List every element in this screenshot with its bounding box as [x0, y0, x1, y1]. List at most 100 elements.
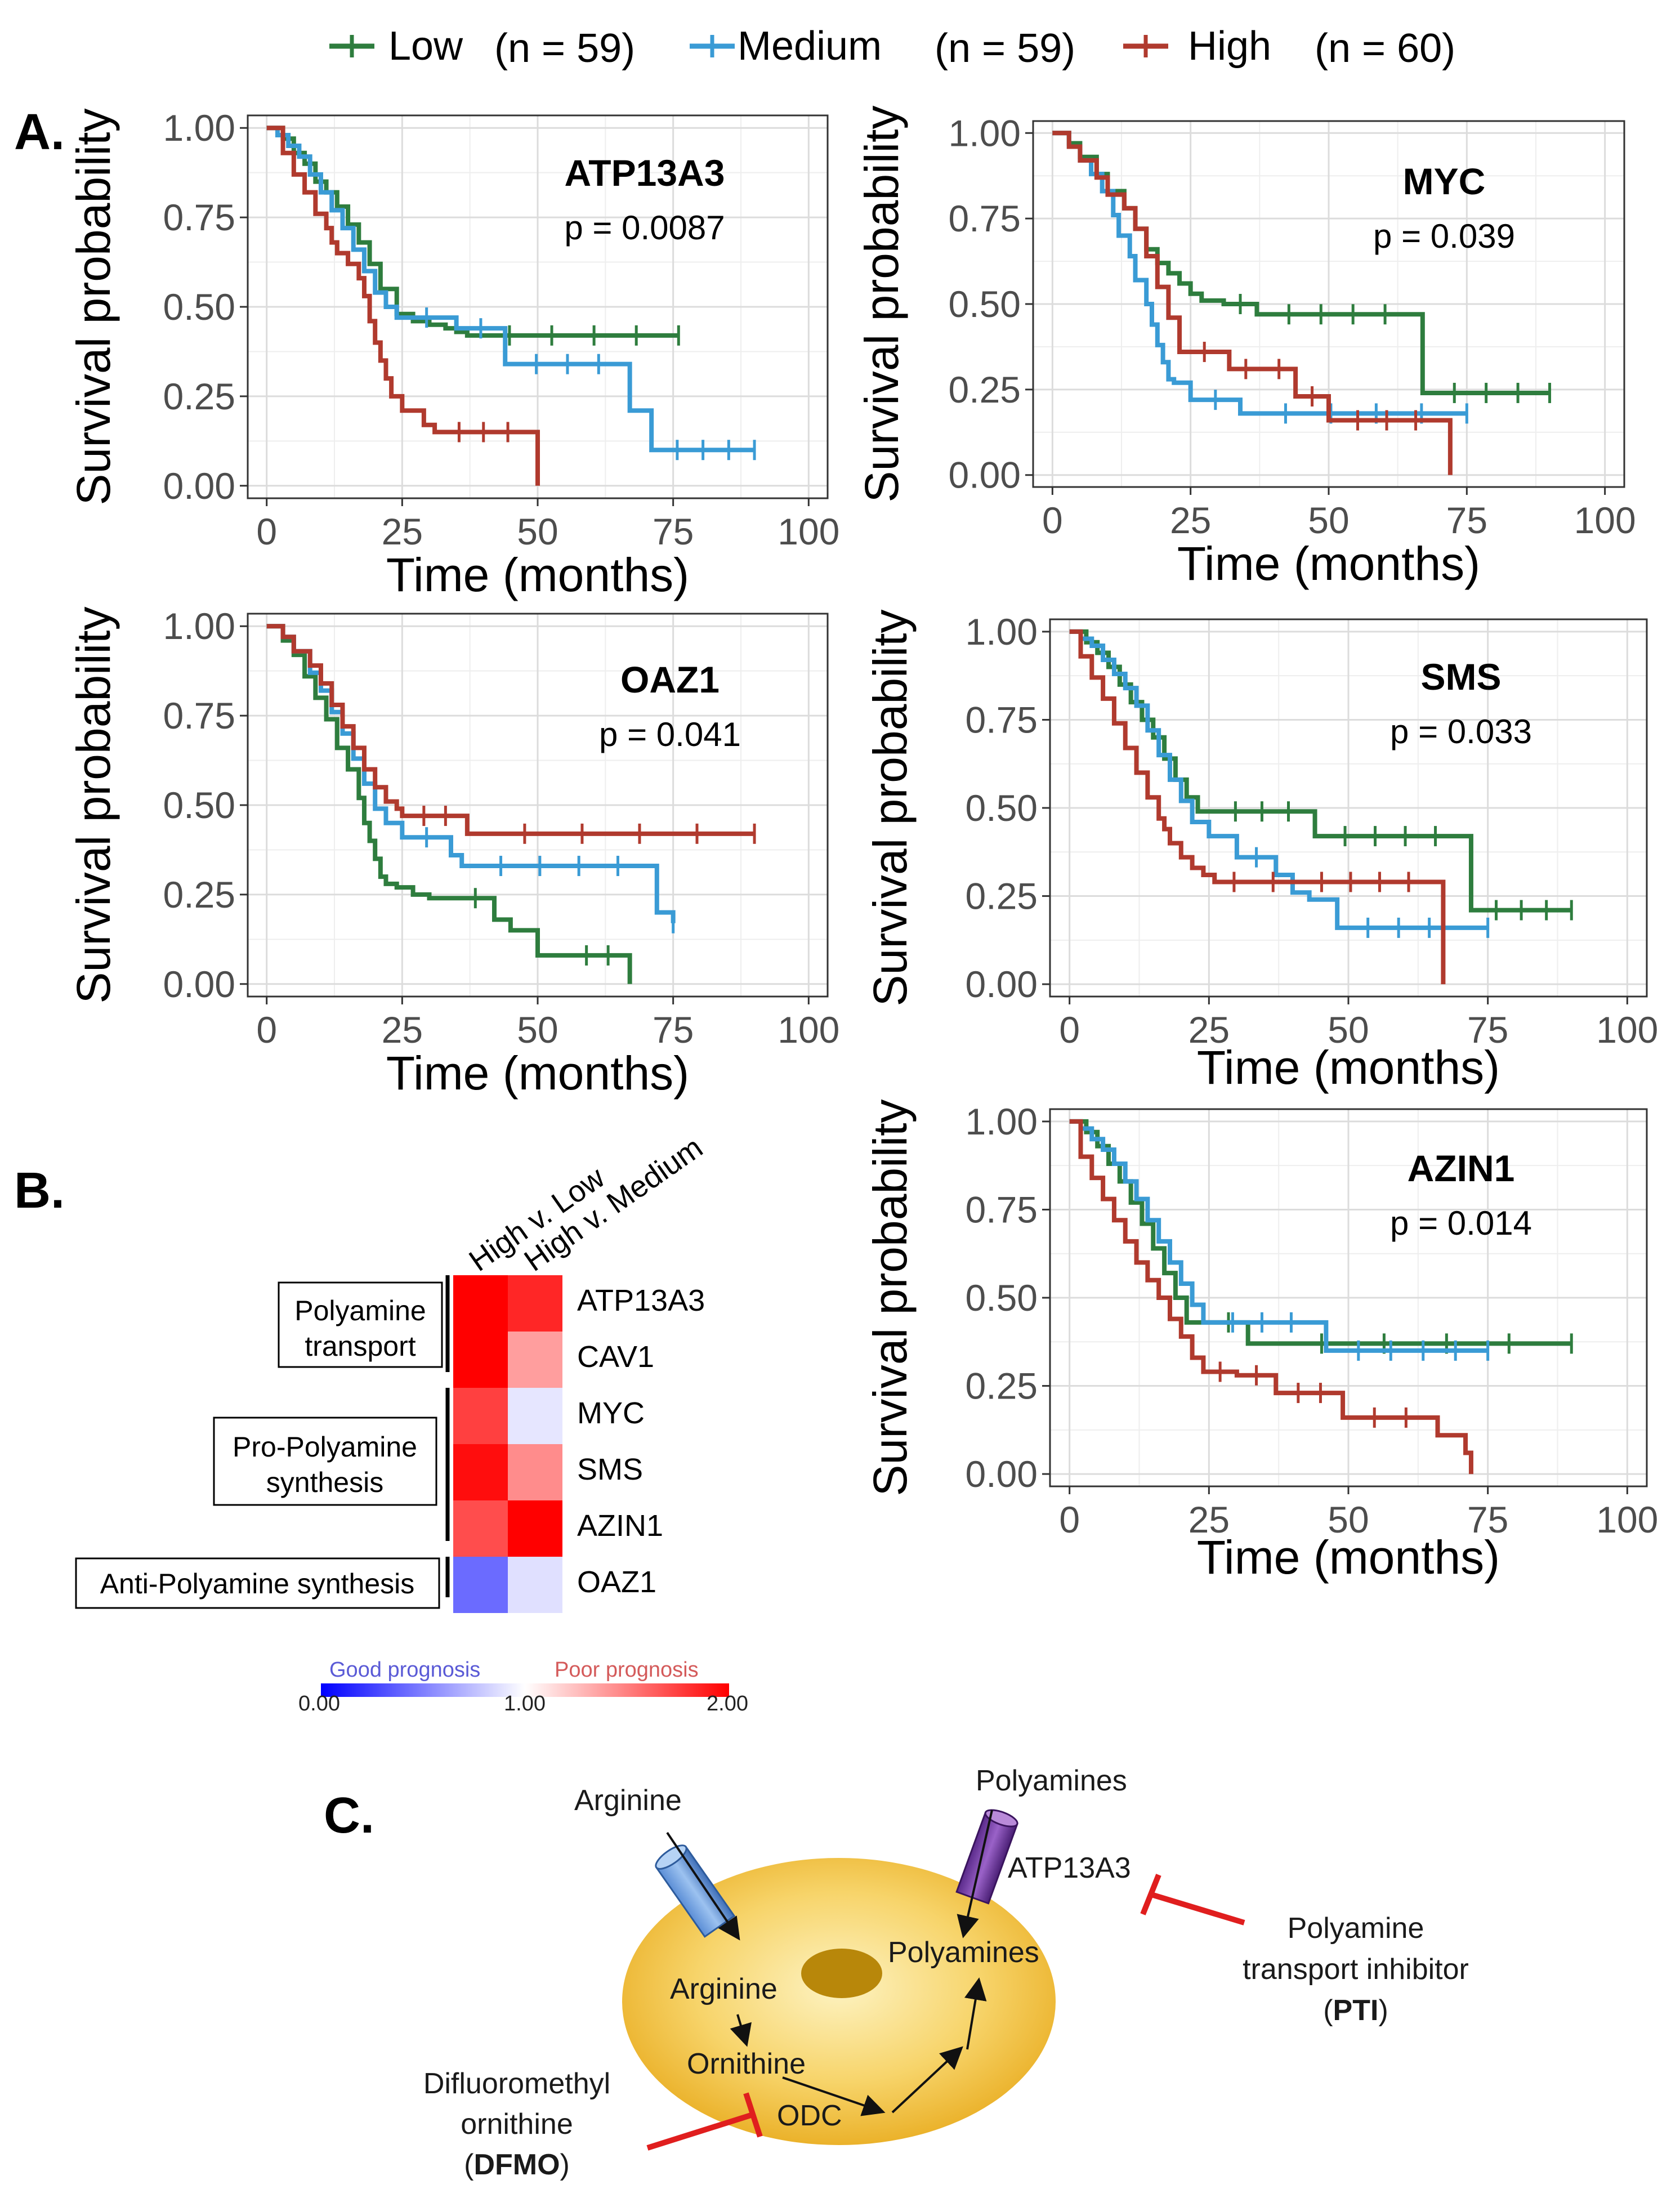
gene-name: ATP13A3 — [565, 152, 725, 194]
y-tick-label: 0.25 — [163, 376, 235, 417]
pti-inhibitor-bar — [1140, 1874, 1161, 1915]
heatmap-cells — [453, 1275, 562, 1613]
colorbar-max-label: 2.00 — [707, 1692, 748, 1715]
odc-label: ODC — [777, 2099, 842, 2132]
survival-curve-high — [1052, 131, 1453, 475]
group-label-line: Polyamine — [294, 1295, 426, 1326]
y-tick-label: 0.25 — [966, 1365, 1038, 1407]
y-tick-label: 0.50 — [949, 283, 1021, 325]
x-tick-label: 25 — [1170, 499, 1211, 541]
dfmo-label-line2: ornithine — [461, 2108, 573, 2141]
x-axis-title: Time (months) — [1197, 1041, 1500, 1094]
y-tick-label: 0.50 — [163, 784, 235, 826]
x-tick-label: 50 — [1328, 1009, 1369, 1051]
y-tick-label: 1.00 — [949, 112, 1021, 154]
group-label-line: transport — [305, 1330, 415, 1362]
x-axis-title: Time (months) — [1177, 537, 1480, 590]
x-axis-title: Time (months) — [386, 548, 689, 601]
heatmap-cell-azin1-high-v-low — [453, 1500, 508, 1557]
x-tick-label: 50 — [517, 1009, 558, 1051]
y-tick-label: 0.00 — [949, 454, 1021, 496]
polyamine-uptake-arrow — [957, 1810, 993, 1938]
heatmap-row-label: ATP13A3 — [577, 1284, 705, 1317]
y-axis-title: Survival probability — [864, 610, 917, 1007]
x-tick-label: 100 — [1574, 499, 1636, 541]
colorbar-mid-label: 1.00 — [504, 1692, 546, 1715]
survival-curve-medium — [1069, 1119, 1488, 1353]
x-tick-label: 0 — [1042, 499, 1063, 541]
panel-letter-a: A. — [14, 104, 65, 160]
group-label-line: Anti-Polyamine synthesis — [100, 1568, 415, 1600]
heatmap-cell-sms-high-v-medium — [508, 1444, 562, 1500]
heatmap-cell-oaz1-high-v-medium — [508, 1557, 562, 1613]
p-value: p = 0.0087 — [564, 209, 725, 247]
dfmo-label-line1: Difluoromethyl — [423, 2067, 610, 2100]
km-plot-atp13a3: 0 25 50 75 100 0.00 0.25 0.50 0.75 1.00 Time (mont… — [67, 107, 839, 601]
legend-item-high: High (n = 60) — [1123, 24, 1455, 71]
y-tick-label: 0.25 — [949, 369, 1021, 410]
x-tick-label: 25 — [1188, 1499, 1230, 1540]
dfmo-inhibitor-bar — [743, 2092, 763, 2138]
ornithine-label: Ornithine — [687, 2048, 806, 2080]
x-tick-label: 0 — [256, 511, 277, 552]
y-axis-title: Survival probability — [67, 607, 120, 1004]
dfmo-label-abbrev: (DFMO) — [464, 2148, 570, 2181]
legend-label-medium: Medium — [738, 24, 882, 69]
pti-abbrev: PTI — [1333, 1994, 1379, 2027]
heatmap-row-label: OAZ1 — [577, 1565, 656, 1599]
p-value: p = 0.014 — [1390, 1204, 1532, 1242]
km-plot-sms: 0 25 50 75 100 0.00 0.25 0.50 0.75 1.00 Time (mont… — [864, 610, 1658, 1094]
p-value: p = 0.039 — [1373, 217, 1515, 255]
p-value: p = 0.033 — [1390, 713, 1532, 750]
polyamines-inside-label: Polyamines — [888, 1936, 1039, 1969]
km-plot-oaz1: 0 25 50 75 100 0.00 0.25 0.50 0.75 1.00 Time (mont… — [67, 605, 839, 1100]
polyamines-outside-label: Polyamines — [976, 1764, 1127, 1797]
panel-letter-b: B. — [14, 1163, 65, 1219]
pathway-diagram: Arginine Polyamines ATP13A3 Polyamines A… — [423, 1764, 1469, 2181]
group-label-line: Pro-Polyamine — [233, 1431, 417, 1463]
dfmo-abbrev: DFMO — [473, 2148, 560, 2181]
legend-item-low: Low (n = 59) — [329, 24, 635, 71]
heatmap-cell-cav1-high-v-medium — [508, 1332, 562, 1388]
gene-name: SMS — [1420, 656, 1501, 698]
x-tick-label: 75 — [1467, 1499, 1508, 1540]
colorbar-poor-label: Poor prognosis — [555, 1658, 699, 1682]
legend-item-medium: Medium (n = 59) — [690, 24, 1075, 71]
arginine-uptake-arrow — [666, 1831, 740, 1941]
y-tick-label: 0.25 — [163, 874, 235, 915]
to-polyamines-arrow — [964, 1977, 987, 2050]
x-tick-label: 0 — [1059, 1009, 1080, 1051]
survival-curve-medium — [266, 126, 755, 453]
survival-curve-high — [1069, 629, 1446, 985]
y-tick-label: 0.50 — [966, 787, 1038, 829]
x-tick-label: 100 — [778, 1009, 839, 1051]
pti-label-line1: Polyamine — [1288, 1912, 1424, 1945]
y-tick-label: 0.00 — [966, 1453, 1038, 1495]
heatmap-cell-sms-high-v-low — [453, 1444, 508, 1500]
legend-n-high: (n = 60) — [1315, 26, 1455, 71]
x-axis-title: Time (months) — [1197, 1531, 1500, 1584]
legend-label-high: High — [1188, 24, 1271, 69]
y-tick-label: 1.00 — [966, 1101, 1038, 1142]
y-tick-label: 0.25 — [966, 875, 1038, 917]
y-tick-label: 0.00 — [163, 963, 235, 1005]
legend-n-low: (n = 59) — [494, 26, 635, 71]
survival-curve-medium — [1069, 629, 1488, 930]
heatmap-row-labels: ATP13A3 CAV1 MYC SMS AZIN1 OAZ1 — [577, 1284, 705, 1599]
heatmap-row-label: AZIN1 — [577, 1509, 663, 1543]
y-tick-label: 0.75 — [163, 695, 235, 736]
group-label-line: synthesis — [266, 1467, 383, 1498]
x-tick-label: 75 — [1467, 1009, 1508, 1051]
x-tick-label: 100 — [778, 511, 839, 552]
heatmap-row-label: SMS — [577, 1453, 643, 1486]
km-plot-myc: 0 25 50 75 100 0.00 0.25 0.50 0.75 1.00 Time (mont… — [855, 106, 1636, 590]
x-tick-label: 50 — [1308, 499, 1349, 541]
nucleus — [801, 1949, 882, 1998]
y-axis-title: Survival probability — [67, 109, 120, 506]
x-tick-label: 25 — [382, 1009, 423, 1051]
dfmo-inhibitor-line — [646, 2111, 756, 2151]
pti-label-line2: transport inhibitor — [1243, 1953, 1469, 1986]
heatmap-cell-atp13a3-high-v-low — [453, 1275, 508, 1332]
y-tick-label: 0.75 — [966, 1189, 1038, 1230]
